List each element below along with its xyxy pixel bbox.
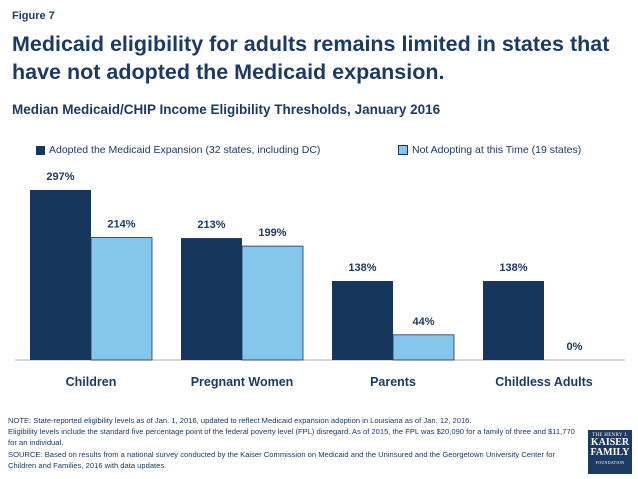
bar-adopted-0 [30, 190, 91, 360]
legend-item-adopted: Adopted the Medicaid Expansion (32 state… [36, 144, 320, 156]
source-line: SOURCE: Based on results from a national… [8, 449, 556, 470]
note-line: NOTE: State-reported eligibility levels … [8, 416, 472, 425]
category-label: Parents [370, 375, 416, 389]
data-label: 138% [348, 262, 376, 274]
logo-line: FOUNDATION [595, 460, 625, 465]
data-label: 199% [258, 227, 286, 239]
chart-notes: NOTE: State-reported eligibility levels … [8, 415, 576, 471]
kff-logo: THE HENRY J. KAISER FAMILY FOUNDATION [588, 430, 632, 474]
category-label: Pregnant Women [191, 375, 294, 389]
legend-swatch-dark [36, 145, 45, 155]
bar-adopted-1 [181, 238, 242, 360]
bar-not-adopting-2 [392, 334, 455, 361]
data-label: 0% [567, 341, 583, 353]
chart-subtitle: Median Medicaid/CHIP Income Eligibility … [12, 102, 441, 117]
legend-item-not-adopting: Not Adopting at this Time (19 states) [398, 144, 581, 156]
note-line: Eligibility levels include the standard … [8, 427, 575, 448]
bar-adopted-2 [332, 281, 393, 360]
data-label: 138% [499, 262, 527, 274]
data-label: 44% [412, 316, 434, 328]
bar-adopted-3 [483, 281, 544, 360]
data-label: 213% [197, 219, 225, 231]
data-label: 214% [107, 219, 135, 231]
logo-line: THE HENRY J. [592, 433, 628, 438]
figure-label: Figure 7 [12, 10, 55, 22]
data-label: 297% [46, 171, 74, 183]
category-label: Children [66, 375, 117, 389]
bar-not-adopting-0 [90, 237, 153, 361]
logo-line: KAISER [590, 437, 630, 448]
page-title: Medicaid eligibility for adults remains … [12, 32, 610, 84]
chart-legend: Adopted the Medicaid Expansion (32 state… [0, 144, 638, 160]
logo-line: FAMILY [590, 447, 630, 458]
category-label: Childless Adults [495, 375, 593, 389]
legend-swatch-light [398, 145, 408, 155]
legend-label-adopted: Adopted the Medicaid Expansion (32 state… [49, 144, 321, 156]
legend-label-not-adopting: Not Adopting at this Time (19 states) [412, 144, 582, 156]
bar-not-adopting-1 [241, 245, 304, 361]
bar-chart: 297% 214% Children 213% 199% Pregnant Women 13… [15, 171, 625, 389]
